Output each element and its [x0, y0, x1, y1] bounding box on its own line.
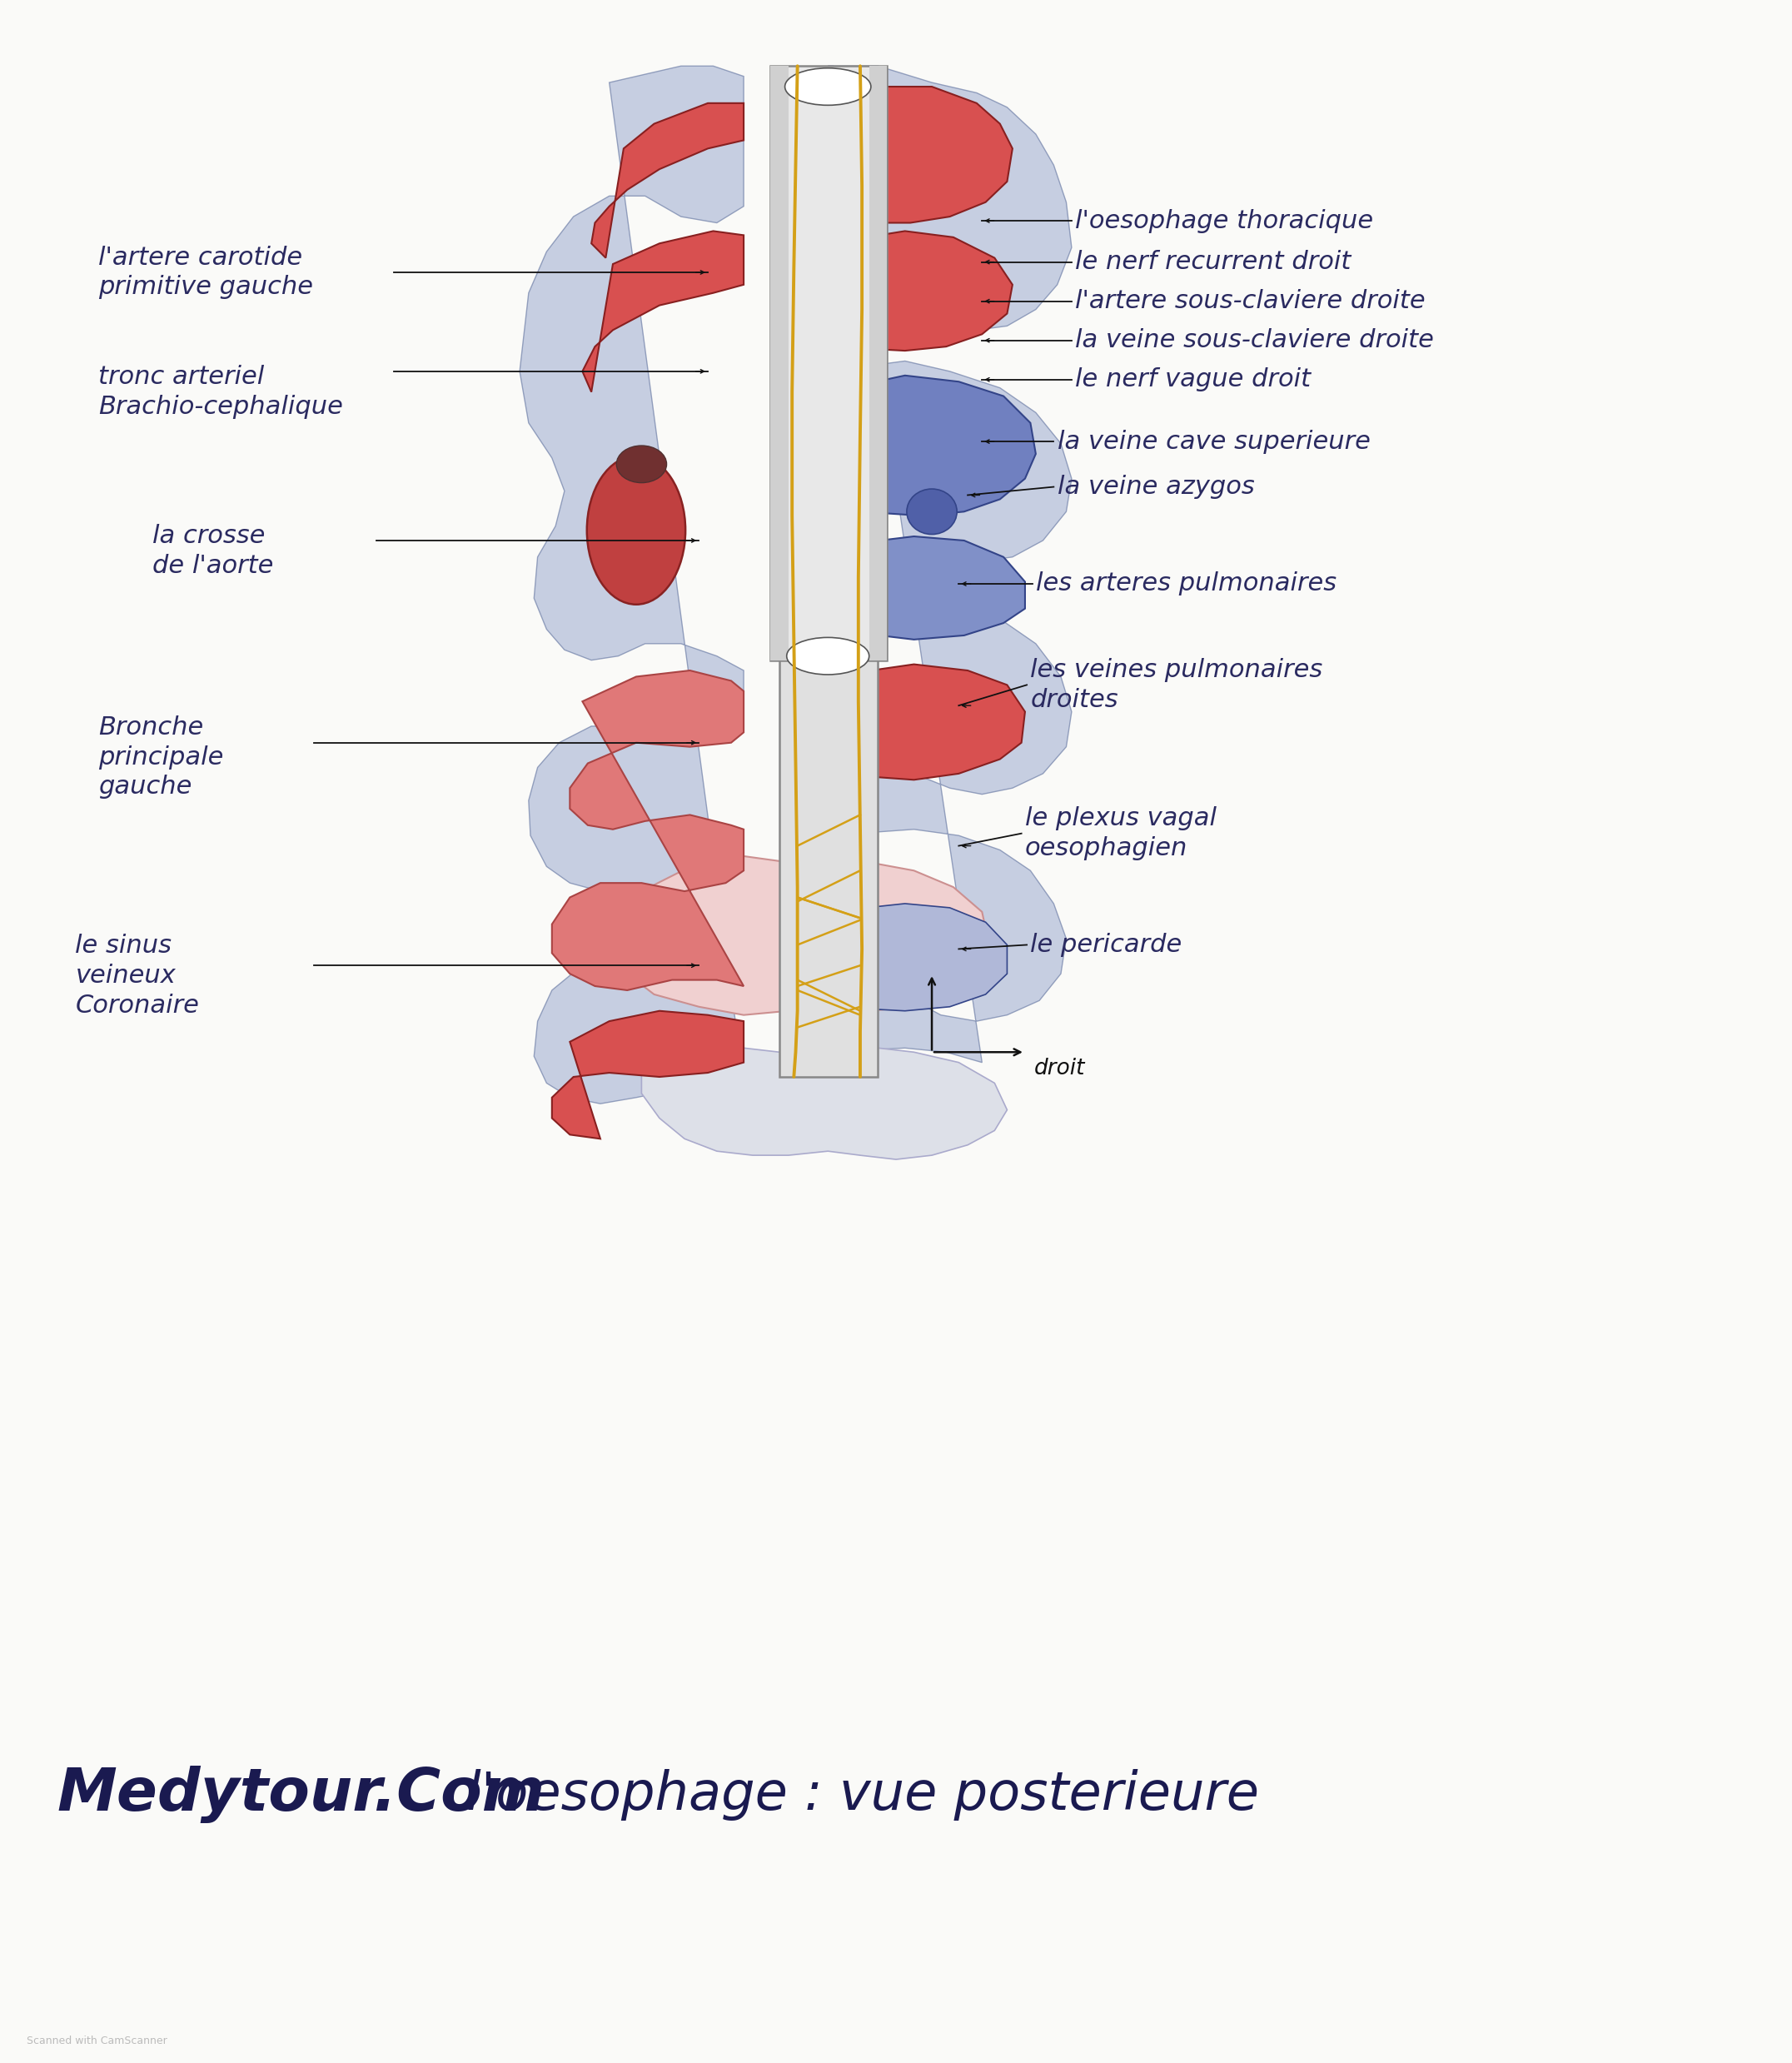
Polygon shape — [828, 66, 1072, 1062]
Polygon shape — [552, 670, 744, 990]
Polygon shape — [642, 1048, 1007, 1159]
Polygon shape — [828, 87, 1012, 223]
Text: tronc arteriel
Brachio-cephalique: tronc arteriel Brachio-cephalique — [99, 365, 344, 419]
Text: la veine cave superieure: la veine cave superieure — [1057, 429, 1371, 454]
Ellipse shape — [785, 68, 871, 105]
Text: Scanned with CamScanner: Scanned with CamScanner — [27, 2036, 167, 2046]
Polygon shape — [869, 66, 887, 660]
Text: les veines pulmonaires
droites: les veines pulmonaires droites — [1030, 658, 1322, 712]
Polygon shape — [771, 66, 788, 660]
Text: le plexus vagal
oesophagien: le plexus vagal oesophagien — [1025, 807, 1217, 860]
Polygon shape — [520, 66, 744, 1110]
Ellipse shape — [586, 456, 685, 604]
Text: le sinus
veineux
Coronaire: le sinus veineux Coronaire — [75, 935, 199, 1017]
Text: l'artere carotide
primitive gauche: l'artere carotide primitive gauche — [99, 245, 314, 299]
Polygon shape — [618, 856, 989, 1015]
Text: le pericarde: le pericarde — [1030, 932, 1183, 957]
Polygon shape — [828, 904, 1007, 1011]
Polygon shape — [582, 231, 744, 392]
Polygon shape — [828, 536, 1025, 640]
Text: l'artere sous-claviere droite: l'artere sous-claviere droite — [1075, 289, 1425, 314]
Text: le nerf recurrent droit: le nerf recurrent droit — [1075, 250, 1351, 274]
Ellipse shape — [616, 446, 667, 483]
Text: les arteres pulmonaires: les arteres pulmonaires — [1036, 571, 1337, 596]
Polygon shape — [828, 664, 1025, 780]
Polygon shape — [828, 375, 1036, 516]
Text: la veine azygos: la veine azygos — [1057, 474, 1254, 499]
Polygon shape — [591, 103, 744, 258]
Ellipse shape — [787, 637, 869, 675]
Polygon shape — [828, 231, 1012, 351]
Text: l'oesophage : vue posterieure: l'oesophage : vue posterieure — [466, 1768, 1258, 1822]
Text: droit: droit — [1034, 1058, 1086, 1079]
Text: sup: sup — [919, 939, 959, 959]
Text: Bronche
principale
gauche: Bronche principale gauche — [99, 716, 224, 798]
Text: Medytour.Com: Medytour.Com — [57, 1766, 545, 1824]
Text: le nerf vague droit: le nerf vague droit — [1075, 367, 1312, 392]
Text: l'oesophage thoracique: l'oesophage thoracique — [1075, 208, 1373, 233]
Polygon shape — [780, 660, 878, 1077]
Ellipse shape — [907, 489, 957, 534]
Polygon shape — [771, 66, 887, 660]
Text: la crosse
de l'aorte: la crosse de l'aorte — [152, 524, 274, 578]
Polygon shape — [552, 1011, 744, 1139]
Text: la veine sous-claviere droite: la veine sous-claviere droite — [1075, 328, 1434, 353]
